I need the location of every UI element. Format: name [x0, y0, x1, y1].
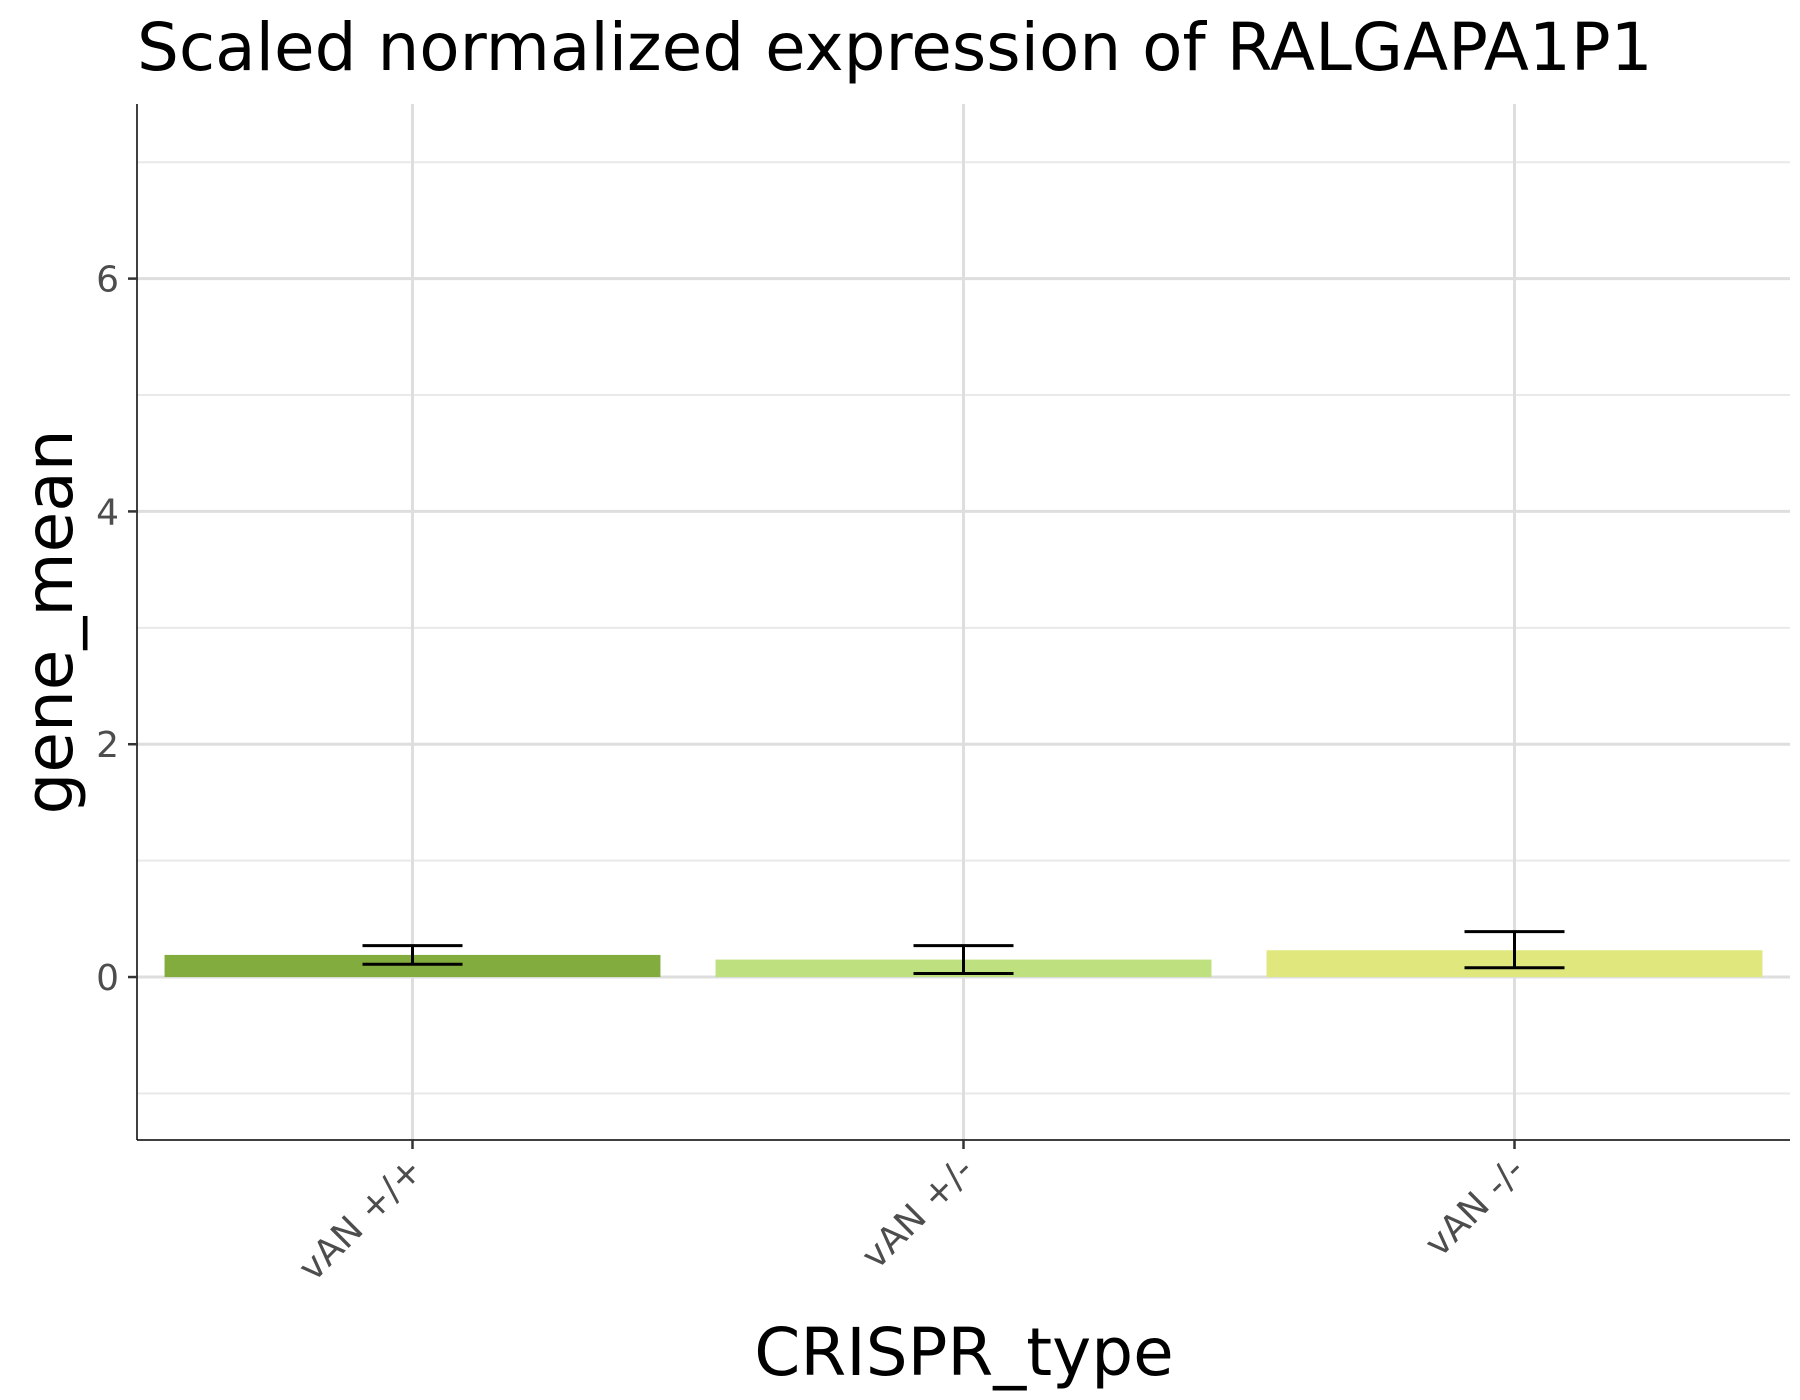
- error-bar: [362, 944, 463, 966]
- y-tick-label: 2: [96, 725, 119, 766]
- y-tick-label: 0: [96, 958, 119, 999]
- y-tick-label: 4: [96, 492, 119, 533]
- x-tick-label: vAN +/+: [291, 1149, 431, 1289]
- tick-labels: 0 2 4 6 vAN +/+ vAN +/- vAN -/-: [96, 260, 1533, 1290]
- chart-title: Scaled normalized expression of RALGAPA1…: [137, 9, 1653, 86]
- bar: [164, 954, 661, 978]
- x-axis-title: CRISPR_type: [754, 1314, 1173, 1391]
- axes: [128, 104, 1790, 1149]
- error-bars: [362, 930, 1565, 976]
- x-tick-label: vAN -/-: [1417, 1149, 1533, 1265]
- error-bar: [1464, 930, 1565, 970]
- y-axis-title: gene_mean: [11, 429, 88, 814]
- y-tick-label: 6: [96, 260, 119, 301]
- error-bar: [913, 944, 1014, 976]
- x-tick-label: vAN +/-: [854, 1149, 982, 1277]
- gridlines: [137, 104, 1790, 1140]
